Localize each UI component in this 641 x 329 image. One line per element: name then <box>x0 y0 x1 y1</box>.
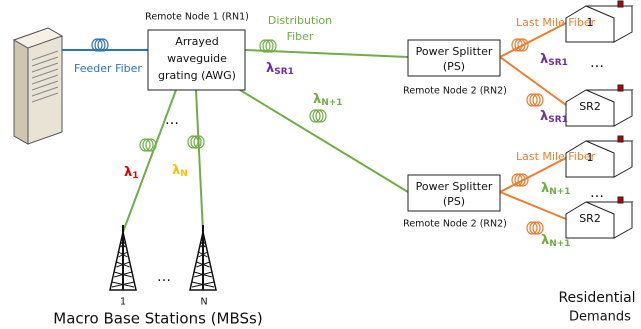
splitter-label: (PS) <box>443 195 465 208</box>
splitter-label: Power Splitter <box>416 45 493 58</box>
feeder-label: Feeder Fiber <box>74 62 142 75</box>
node-title: Remote Node 2 (RN2) <box>403 86 507 97</box>
chimney <box>618 85 623 91</box>
station-label: N <box>200 297 207 308</box>
awg-label: waveguide <box>167 52 227 65</box>
splitter-label: Power Splitter <box>416 180 493 193</box>
wavelength-label: λSR1 <box>266 61 294 77</box>
last-mile-label: Last Mile Fiber <box>516 150 596 163</box>
splitter-label: (PS) <box>443 60 465 73</box>
wavelength-label: λN <box>172 163 188 179</box>
distribution-label: Fiber <box>287 30 314 43</box>
awg-label: Arrayed <box>175 35 218 48</box>
distribution-label: Distribution <box>268 14 332 27</box>
chimney <box>618 136 623 142</box>
residential-label: Residential <box>558 290 635 306</box>
last-mile-label: Last Mile Fiber <box>516 16 596 29</box>
ellipsis: … <box>157 269 171 285</box>
house-label: 1 <box>587 16 594 29</box>
wavelength-label: λN+1 <box>541 181 571 197</box>
house-label: SR2 <box>579 100 601 113</box>
diagram: Remote Node 1 (RN1) Arrayed waveguide gr… <box>0 0 641 329</box>
residential-label: Demands <box>569 310 631 325</box>
wavelength-label: λ1 <box>124 165 139 181</box>
wavelength-label: λSR1 <box>540 109 568 125</box>
node-title: Remote Node 2 (RN2) <box>403 219 507 230</box>
house-label: 1 <box>587 151 594 164</box>
awg-label: grating (AWG) <box>158 69 236 82</box>
server-side <box>14 40 28 144</box>
ellipsis: … <box>165 112 179 128</box>
node-title: Remote Node 1 (RN1) <box>145 12 249 23</box>
shapes <box>14 1 632 290</box>
fiber <box>196 90 203 232</box>
stations-caption: Macro Base Stations (MBSs) <box>53 310 262 328</box>
house-label: SR2 <box>579 212 601 225</box>
chimney <box>618 197 623 203</box>
wavelength-label: λN+1 <box>313 92 343 108</box>
ellipsis: … <box>590 55 604 71</box>
station-label: 1 <box>120 297 126 308</box>
ellipsis: … <box>590 185 604 201</box>
wavelength-label: λSR1 <box>540 52 568 68</box>
fiber <box>245 50 408 57</box>
chimney <box>618 1 623 7</box>
